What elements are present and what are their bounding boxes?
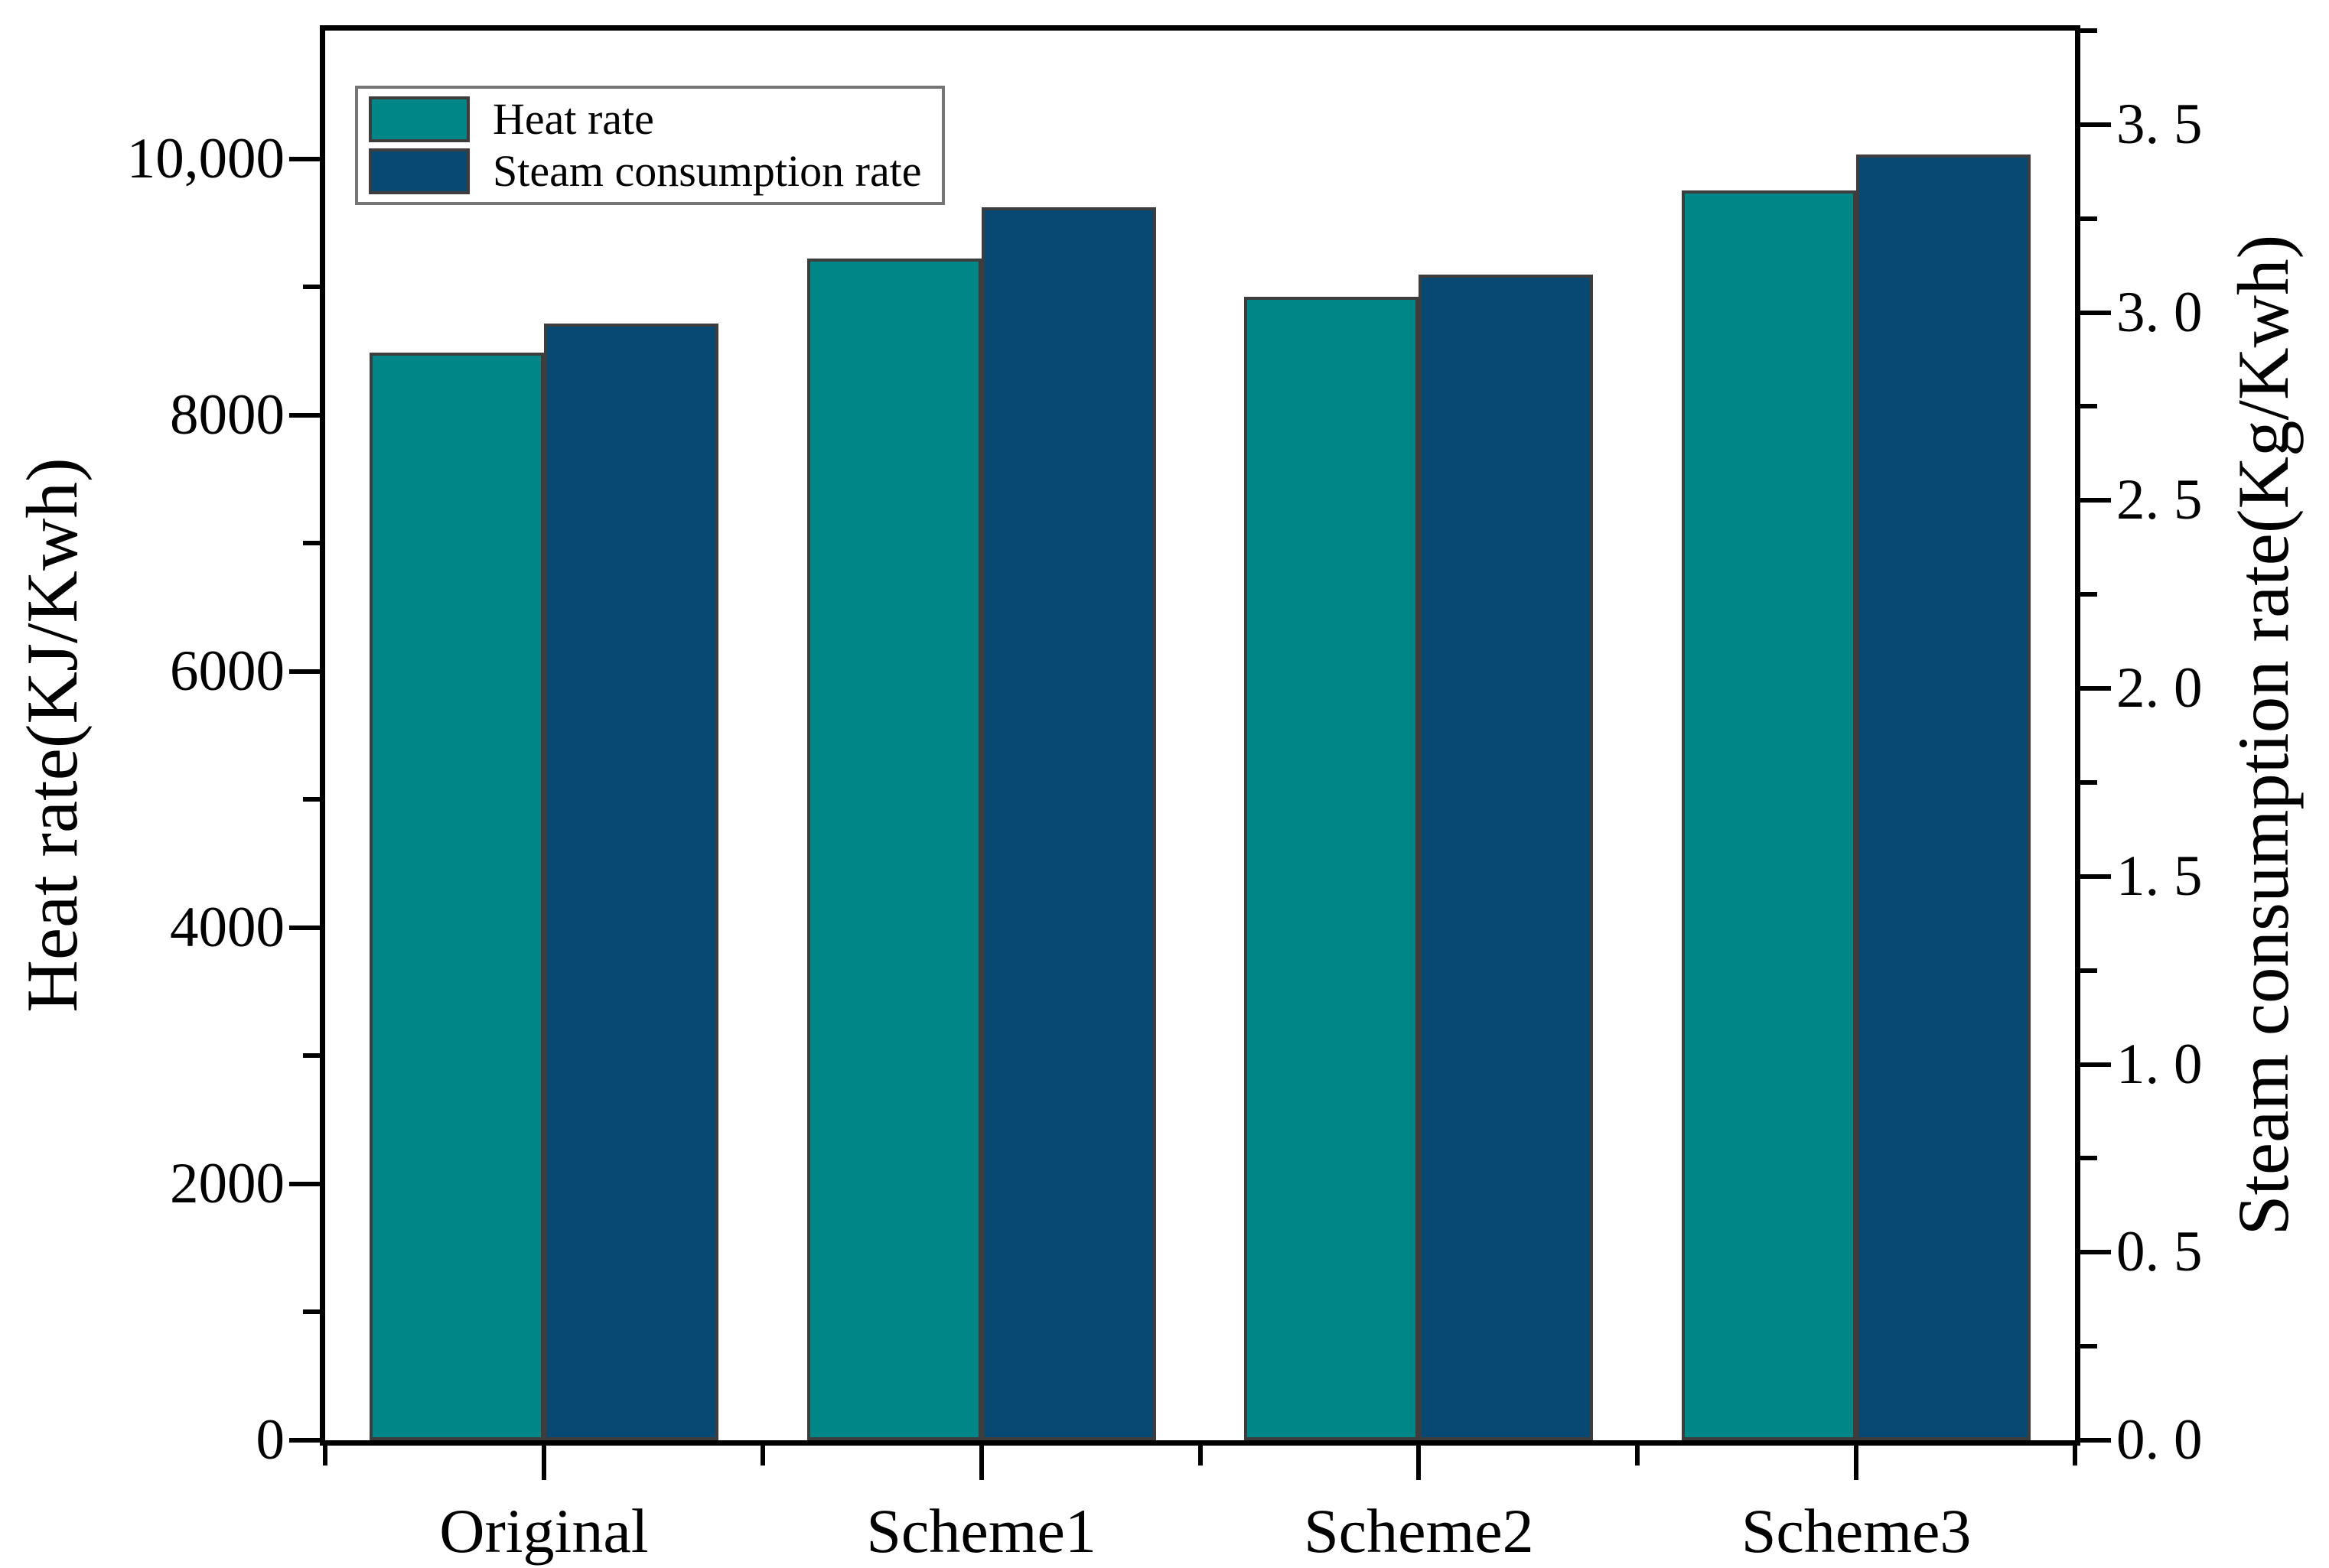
y-left-tick-label: 8000 xyxy=(170,382,285,447)
legend-swatch-heat-rate xyxy=(369,96,470,142)
y-right-minor-tick xyxy=(2080,1344,2097,1349)
legend-label: Steam consumption rate xyxy=(493,146,922,196)
right-axis-title: Steam consumption rate(Kg/Kwh) xyxy=(2223,234,2304,1236)
y-left-minor-tick xyxy=(303,541,320,546)
y-left-major-tick xyxy=(289,1181,320,1186)
y-right-minor-tick xyxy=(2080,404,2097,409)
y-right-tick-label: 3. 0 xyxy=(2116,280,2203,344)
y-right-major-tick xyxy=(2080,1250,2111,1255)
x-minor-tick xyxy=(1197,1446,1203,1466)
x-tick-label: Scheme3 xyxy=(1741,1496,1972,1566)
y-left-major-tick xyxy=(289,669,320,674)
y-left-minor-tick xyxy=(303,285,320,290)
bar-steam-consumption-rate-scheme1 xyxy=(981,207,1156,1440)
y-right-tick-label: 2. 5 xyxy=(2116,468,2203,532)
x-minor-tick xyxy=(760,1446,765,1466)
y-right-minor-tick xyxy=(2080,592,2097,597)
x-major-tick xyxy=(979,1446,984,1480)
y-left-minor-tick xyxy=(303,1053,320,1059)
x-major-tick xyxy=(1854,1446,1859,1480)
y-right-tick-label: 3. 5 xyxy=(2116,92,2203,156)
y-left-minor-tick xyxy=(303,797,320,802)
y-left-tick-label: 10,000 xyxy=(126,126,285,190)
y-left-tick-label: 4000 xyxy=(170,895,285,959)
legend: Heat rate Steam consumption rate xyxy=(355,86,945,205)
y-right-tick-label: 0. 5 xyxy=(2116,1220,2203,1284)
x-minor-tick xyxy=(2073,1446,2077,1466)
bar-steam-consumption-rate-scheme2 xyxy=(1419,275,1594,1440)
y-left-major-tick xyxy=(289,412,320,418)
y-right-tick-label: 1. 0 xyxy=(2116,1032,2203,1096)
bar-heat-rate-scheme1 xyxy=(806,259,982,1440)
y-right-major-tick xyxy=(2080,1438,2111,1443)
y-right-minor-tick xyxy=(2080,28,2097,33)
y-left-tick-label: 2000 xyxy=(170,1151,285,1215)
y-left-major-tick xyxy=(289,1438,320,1443)
x-major-tick xyxy=(1416,1446,1422,1480)
y-right-tick-label: 0. 0 xyxy=(2116,1408,2203,1472)
bar-heat-rate-scheme2 xyxy=(1244,297,1419,1440)
y-right-major-tick xyxy=(2080,1062,2111,1067)
legend-row: Steam consumption rate xyxy=(369,148,922,194)
y-right-minor-tick xyxy=(2080,216,2097,221)
y-left-tick-label: 6000 xyxy=(170,639,285,703)
y-right-major-tick xyxy=(2080,873,2111,879)
left-axis-title: Heat rate(KJ/Kwh) xyxy=(11,457,93,1013)
bar-steam-consumption-rate-original xyxy=(543,324,718,1440)
x-major-tick xyxy=(541,1446,546,1480)
plot-area xyxy=(320,25,2080,1446)
x-tick-label: Original xyxy=(439,1496,649,1566)
y-right-minor-tick xyxy=(2080,968,2097,973)
y-right-major-tick xyxy=(2080,498,2111,503)
y-left-major-tick xyxy=(289,925,320,930)
bar-heat-rate-scheme3 xyxy=(1682,190,1857,1440)
y-right-minor-tick xyxy=(2080,1156,2097,1161)
legend-label: Heat rate xyxy=(493,94,654,144)
x-tick-label: Scheme1 xyxy=(866,1496,1096,1566)
y-right-tick-label: 2. 0 xyxy=(2116,656,2203,721)
y-right-tick-label: 1. 5 xyxy=(2116,844,2203,908)
bar-steam-consumption-rate-scheme3 xyxy=(1856,155,2031,1440)
y-left-tick-label: 0 xyxy=(256,1408,285,1472)
x-minor-tick xyxy=(323,1446,327,1466)
y-right-major-tick xyxy=(2080,686,2111,691)
y-right-major-tick xyxy=(2080,122,2111,127)
bar-heat-rate-original xyxy=(369,352,544,1440)
y-right-minor-tick xyxy=(2080,779,2097,785)
x-tick-label: Scheme2 xyxy=(1304,1496,1534,1566)
legend-swatch-steam-consumption-rate xyxy=(369,148,470,194)
y-right-major-tick xyxy=(2080,310,2111,315)
y-left-major-tick xyxy=(289,156,320,161)
y-left-minor-tick xyxy=(303,1309,320,1315)
legend-row: Heat rate xyxy=(369,96,922,142)
x-minor-tick xyxy=(1635,1446,1640,1466)
